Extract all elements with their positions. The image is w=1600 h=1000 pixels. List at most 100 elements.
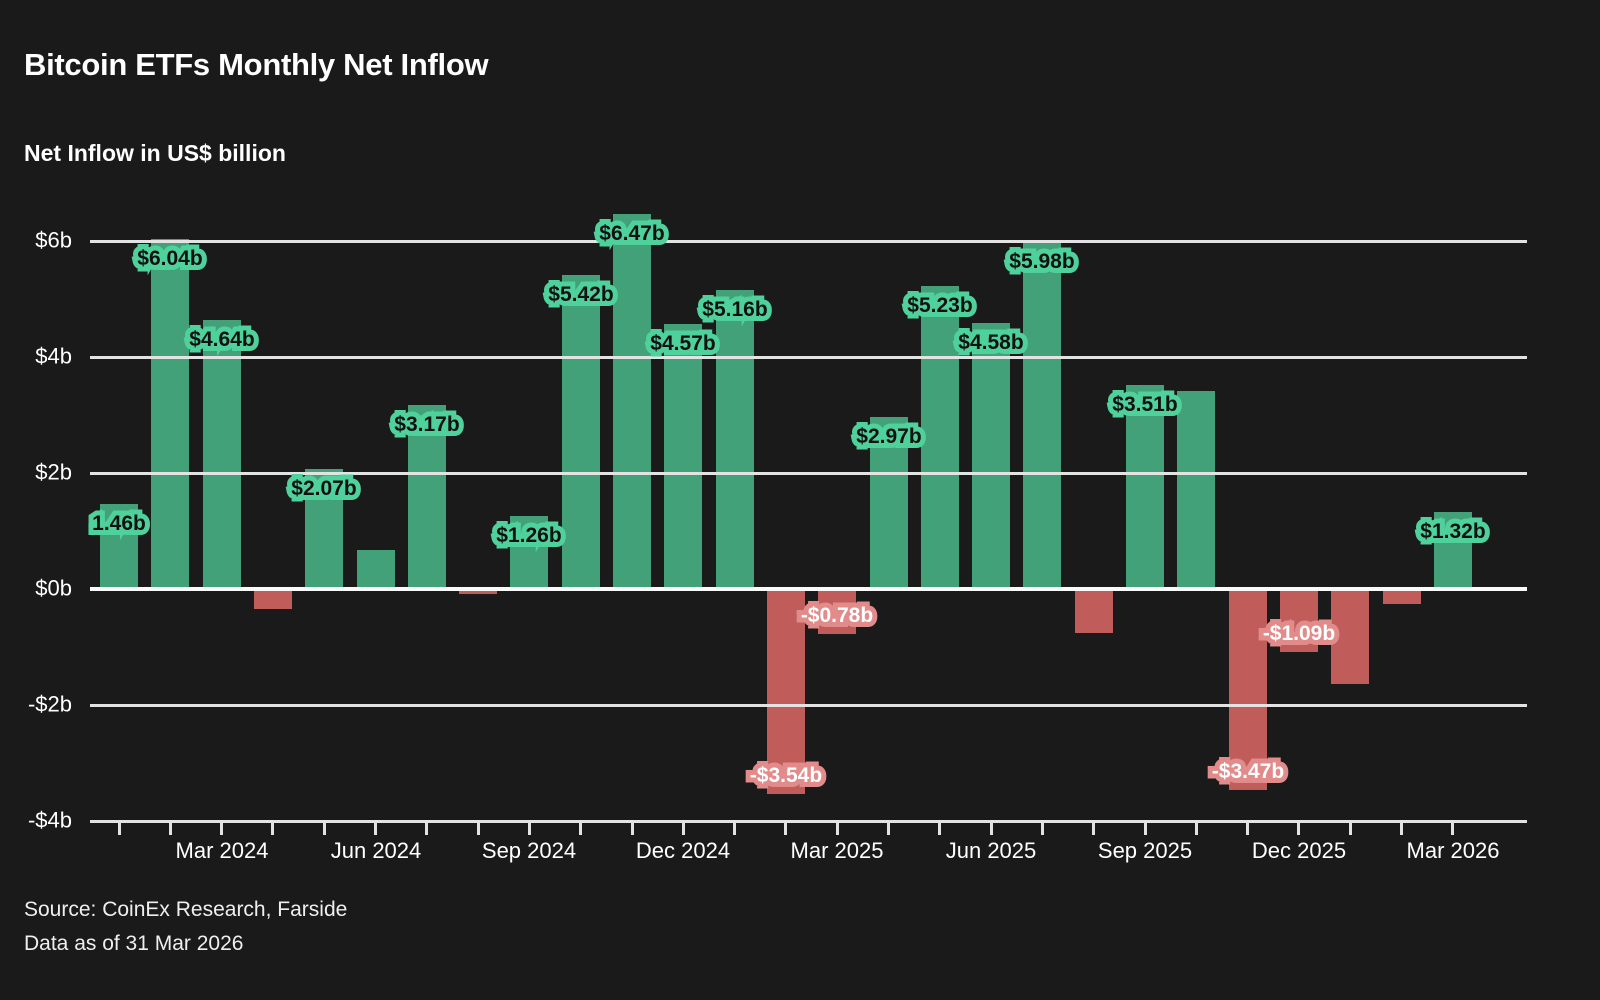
bar-value-label-outline: $2.97b: [851, 420, 926, 453]
x-tick-aug-2025: [1092, 822, 1095, 835]
bar-feb-2025: [767, 589, 805, 794]
bar-value-label-text: -$0.78b: [800, 604, 874, 627]
bar-value-label-outline: $4.57b: [645, 327, 720, 360]
gridline-$0b: [90, 587, 1527, 591]
bar-value-label-outline: $1.26b: [491, 519, 566, 552]
bar-value-label-text: $5.98b: [1009, 250, 1075, 273]
x-axis-label-mar-2025: Mar 2025: [790, 838, 884, 863]
bar-value-label-outline: $5.42b: [543, 278, 618, 311]
x-axis-label-sep-2025: Sep 2025: [1097, 838, 1193, 863]
x-tick-aug-2024: [477, 822, 480, 835]
bar-value-label-jun-2025: $4.58b $4.58b: [953, 326, 1028, 359]
bar-oct-2025: [1177, 391, 1215, 589]
bar-value-label-outline: $6.04b: [132, 242, 207, 275]
bar-jan-2026: [1331, 589, 1369, 684]
as-of-line: Data as of 31 Mar 2026: [24, 932, 244, 955]
bar-feb-2026: [1383, 589, 1421, 604]
bar-value-label-outline: $5.16b: [697, 293, 772, 326]
bar-value-label-dec-2025: -$1.09b -$1.09b: [1258, 617, 1340, 650]
x-tick-dec-2024: [682, 822, 685, 835]
x-tick-nov-2025: [1246, 822, 1249, 835]
bar-value-label-text: $4.57b: [650, 332, 716, 355]
bar-value-label-outline: $1.32b: [1415, 515, 1490, 548]
x-tick-apr-2024: [271, 822, 274, 835]
x-tick-oct-2025: [1195, 822, 1198, 835]
bar-value-label-outline: 1.46b: [87, 507, 151, 540]
bar-jul-2024: [408, 405, 446, 589]
bar-value-label-outline: $4.64b: [184, 323, 259, 356]
x-tick-jan-2026: [1349, 822, 1352, 835]
bar-sep-2024: [510, 516, 548, 589]
x-axis-label-dec-2024: Dec 2024: [635, 838, 731, 863]
x-tick-may-2025: [938, 822, 941, 835]
bar-value-label-outline: $3.51b: [1107, 388, 1182, 421]
bar-value-label-text: $5.16b: [702, 298, 768, 321]
bar-apr-2025: [870, 417, 908, 589]
bar-value-label-outline: $5.98b: [1004, 245, 1079, 278]
x-axis-label-mar-2024: Mar 2024: [175, 838, 269, 863]
x-tick-jul-2025: [1041, 822, 1044, 835]
y-axis-label-$4b: $4b: [35, 343, 72, 369]
bar-aug-2024: [459, 589, 497, 594]
bar-mar-2024: [203, 320, 241, 589]
bar-value-label-text: -$3.54b: [749, 764, 823, 787]
bar-jun-2025: [972, 323, 1010, 589]
bar-jan-2024: [100, 504, 138, 589]
bar-value-label-text: 1.46b: [92, 512, 146, 535]
bar-value-label-apr-2025: $2.97b $2.97b: [851, 420, 926, 453]
bar-value-label-text: $1.26b: [496, 524, 562, 547]
bar-apr-2024: [254, 589, 292, 609]
bar-value-label-jan-2025: $5.16b $5.16b: [697, 293, 772, 326]
x-axis-label-dec-2025: Dec 2025: [1251, 838, 1347, 863]
x-axis-label-mar-2026: Mar 2026: [1406, 838, 1500, 863]
x-axis-label-jun-2025: Jun 2025: [945, 838, 1037, 863]
x-tick-feb-2024: [169, 822, 172, 835]
y-axis-label--$4b: -$4b: [27, 807, 72, 833]
source-line: Source: CoinEx Research, Farside: [24, 898, 348, 921]
y-axis-label-$2b: $2b: [35, 459, 72, 485]
gridline--$4b: [90, 820, 1527, 823]
x-tick-jan-2025: [733, 822, 736, 835]
bar-mar-2026: [1434, 512, 1472, 589]
bar-value-label-mar-2024: $4.64b $4.64b: [184, 323, 259, 356]
x-tick-sep-2025: [1144, 822, 1147, 835]
bar-value-label-outline: $2.07b: [286, 472, 361, 505]
bar-value-label-mar-2026: $1.32b $1.32b: [1415, 515, 1490, 548]
bar-jan-2025: [716, 290, 754, 589]
gridline--$2b: [90, 704, 1527, 707]
bar-value-label-text: -$1.09b: [1262, 622, 1336, 645]
bar-value-label-outline: $4.58b: [953, 326, 1028, 359]
bar-value-label-text: $4.64b: [189, 328, 255, 351]
bar-dec-2025: [1280, 589, 1318, 652]
bar-value-label-mar-2025: -$0.78b -$0.78b: [796, 599, 878, 632]
bar-value-label-sep-2025: $3.51b $3.51b: [1107, 388, 1182, 421]
bar-dec-2024: [664, 324, 702, 589]
x-tick-nov-2024: [631, 822, 634, 835]
bar-value-label-outline: -$0.78b: [796, 599, 878, 632]
chart-subtitle: Net Inflow in US$ billion: [24, 140, 286, 167]
x-tick-sep-2024: [528, 822, 531, 835]
x-tick-jun-2024: [374, 822, 377, 835]
bar-value-label-text: $5.42b: [548, 283, 614, 306]
bar-value-label-outline: -$3.54b: [745, 759, 827, 792]
bar-value-label-feb-2025: -$3.54b -$3.54b: [745, 759, 827, 792]
bar-may-2024: [305, 469, 343, 589]
x-axis-label-jun-2024: Jun 2024: [330, 838, 422, 863]
bar-value-label-sep-2024: $1.26b $1.26b: [491, 519, 566, 552]
bar-value-label-jul-2025: $5.98b $5.98b: [1004, 245, 1079, 278]
x-tick-mar-2024: [220, 822, 223, 835]
x-tick-oct-2024: [579, 822, 582, 835]
gridline-$2b: [90, 472, 1527, 475]
x-tick-may-2024: [323, 822, 326, 835]
x-tick-jun-2025: [990, 822, 993, 835]
bar-nov-2025: [1229, 589, 1267, 790]
bar-value-label-feb-2024: $6.04b $6.04b: [132, 242, 207, 275]
y-axis-label-$0b: $0b: [35, 575, 72, 601]
bar-value-label-text: $3.17b: [394, 413, 460, 436]
bar-value-label-outline: -$1.09b: [1258, 617, 1340, 650]
bar-value-label-nov-2024: $6.47b $6.47b: [594, 217, 669, 250]
bar-nov-2024: [613, 214, 651, 589]
bar-aug-2025: [1075, 589, 1113, 633]
page-title: Bitcoin ETFs Monthly Net Inflow: [24, 46, 489, 82]
